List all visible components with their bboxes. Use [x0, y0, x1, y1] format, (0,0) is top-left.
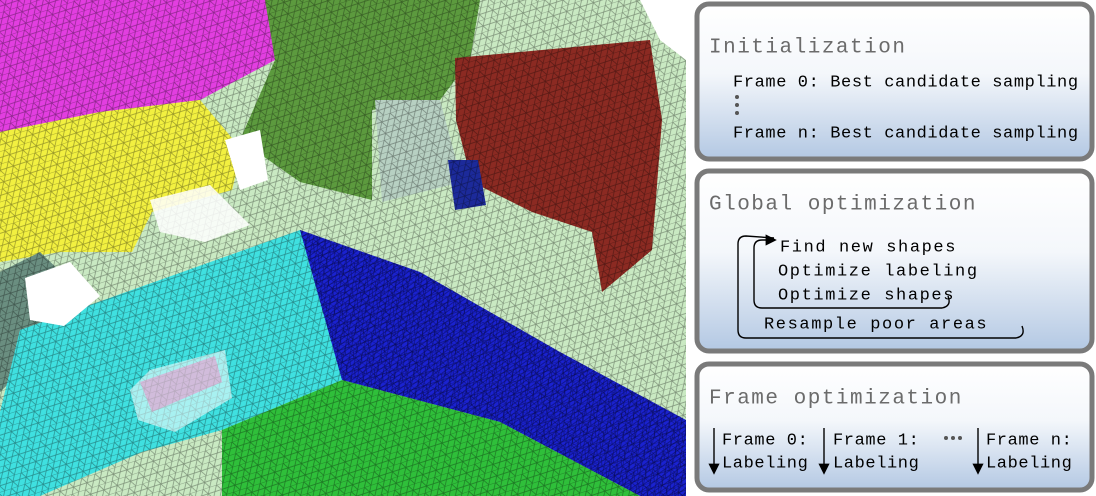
step: Optimize shapes	[778, 286, 955, 305]
task-label: Labeling	[722, 454, 808, 473]
ellipsis-dot	[958, 436, 962, 440]
task-label: Labeling	[833, 454, 919, 473]
step: Frame 0: Best candidate sampling	[733, 73, 1079, 92]
step: Optimize labeling	[778, 262, 979, 281]
step: Resample poor areas	[764, 315, 988, 334]
panel-title: Global optimization	[709, 194, 977, 217]
frame-label: Frame 0:	[722, 431, 808, 450]
ellipsis-dot	[944, 436, 948, 440]
panel-title: Initialization	[709, 37, 906, 60]
step: Frame n: Best candidate sampling	[733, 124, 1079, 143]
pipeline-diagram: Initialization Frame 0: Best candidate s…	[690, 0, 1096, 496]
panel-title: Frame optimization	[709, 388, 963, 411]
ellipsis-dot	[735, 95, 739, 99]
frame-label: Frame 1:	[833, 431, 919, 450]
ellipsis-dot	[735, 111, 739, 115]
task-label: Labeling	[986, 454, 1072, 473]
figure: Initialization Frame 0: Best candidate s…	[0, 0, 1096, 496]
step: Find new shapes	[780, 238, 957, 257]
ellipsis-dot	[951, 436, 955, 440]
mesh-image	[0, 0, 686, 496]
frame-label: Frame n:	[986, 431, 1072, 450]
ellipsis-dot	[735, 103, 739, 107]
